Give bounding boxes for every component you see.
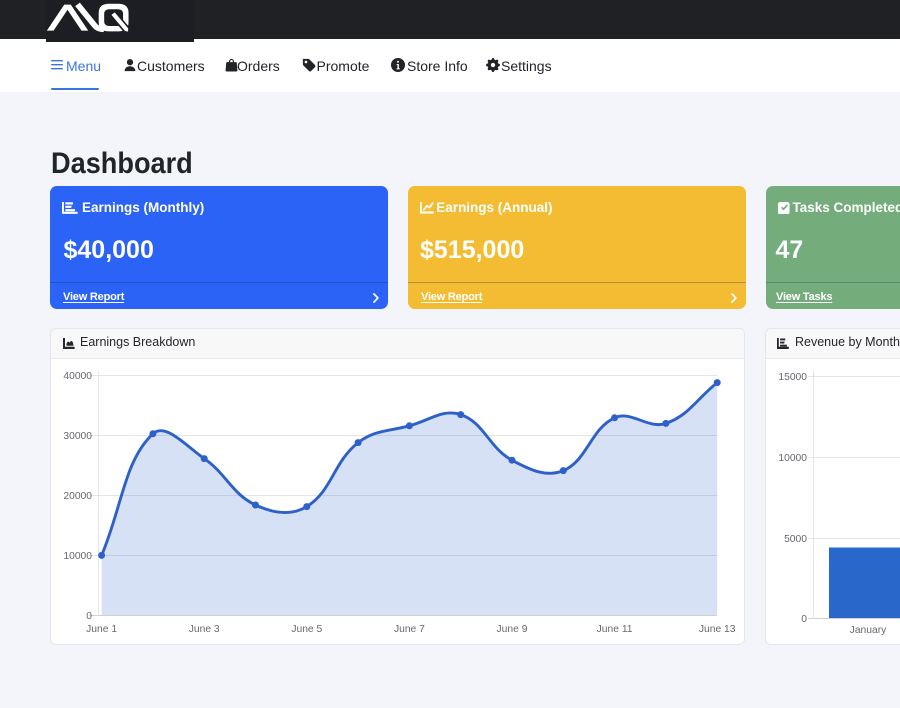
svg-text:10000: 10000	[63, 551, 92, 562]
svg-text:January: January	[850, 625, 887, 636]
svg-text:June 13: June 13	[699, 624, 736, 635]
svg-text:June 11: June 11	[597, 624, 633, 635]
svg-text:20000: 20000	[63, 491, 92, 502]
svg-text:June 1: June 1	[86, 624, 117, 635]
svg-text:15000: 15000	[778, 372, 807, 383]
svg-text:June 3: June 3	[189, 624, 220, 635]
svg-text:30000: 30000	[63, 431, 92, 442]
svg-text:June 5: June 5	[291, 624, 322, 635]
svg-text:0: 0	[86, 611, 92, 622]
svg-text:5000: 5000	[784, 534, 807, 545]
svg-text:0: 0	[801, 614, 807, 625]
svg-text:40000: 40000	[63, 371, 92, 382]
svg-text:10000: 10000	[778, 453, 807, 464]
svg-text:June 9: June 9	[497, 624, 528, 635]
svg-text:June 7: June 7	[394, 624, 425, 635]
